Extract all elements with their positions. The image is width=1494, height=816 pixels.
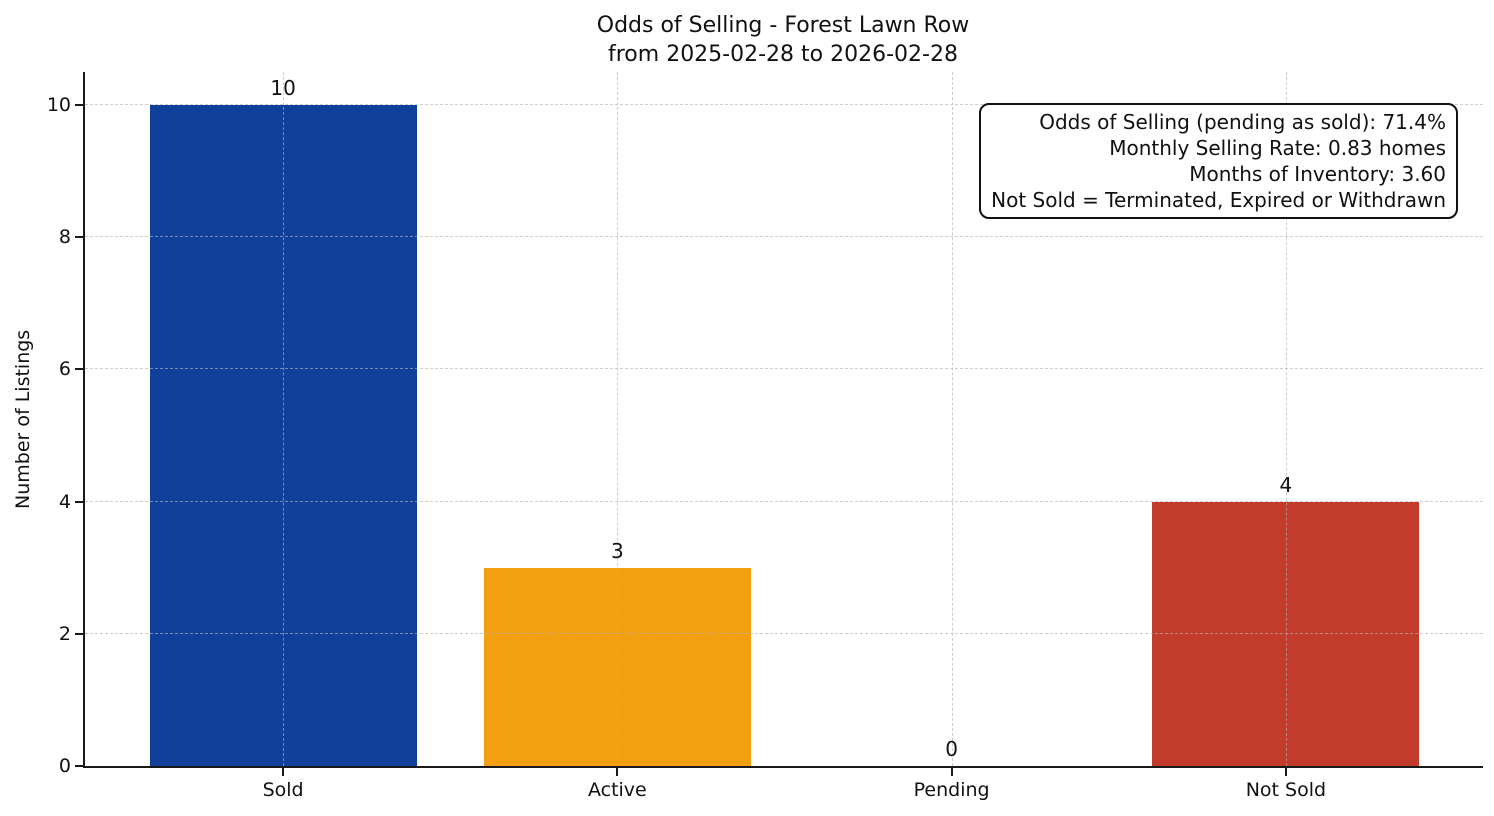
chart-subtitle: from 2025-02-28 to 2026-02-28 [608, 42, 958, 67]
x-tick-mark [616, 768, 619, 776]
y-tick-mark [75, 104, 83, 107]
bar-sold [149, 105, 417, 766]
y-axis-label: Number of Listings [12, 329, 34, 509]
y-tick-label: 0 [58, 755, 71, 777]
y-tick-label: 8 [58, 226, 71, 249]
annotation-line: Monthly Selling Rate: 0.83 homes [1109, 136, 1446, 160]
bar-value-label: 0 [945, 737, 958, 761]
y-tick-label: 10 [46, 94, 71, 117]
x-tick-mark [1284, 768, 1287, 776]
y-tick-mark [75, 765, 83, 767]
x-tick-mark [950, 768, 953, 776]
bar-value-label: 10 [270, 76, 296, 101]
bar-value-label: 3 [610, 538, 624, 563]
annotation-line: Months of Inventory: 3.60 [1189, 162, 1446, 186]
y-tick-label: 6 [58, 358, 71, 381]
y-tick-mark [75, 368, 83, 371]
y-tick-mark [75, 500, 83, 503]
y-tick-mark [75, 236, 83, 239]
x-tick-label: Pending [913, 779, 990, 801]
y-tick-label: 2 [58, 622, 71, 645]
annotation-box: Odds of Selling (pending as sold): 71.4%… [979, 103, 1458, 219]
annotation-line: Not Sold = Terminated, Expired or Withdr… [991, 188, 1446, 212]
bar-not-sold [1152, 501, 1420, 766]
x-tick-label: Not Sold [1245, 779, 1327, 801]
x-tick-label: Sold [262, 779, 304, 801]
bar-value-label: 4 [1279, 472, 1293, 497]
x-tick-mark [282, 768, 285, 776]
chart-title-block: Odds of Selling - Forest Lawn Row from 2… [84, 11, 1482, 69]
y-tick-label: 4 [58, 490, 71, 513]
annotation-line: Odds of Selling (pending as sold): 71.4% [1039, 110, 1446, 134]
y-tick-mark [75, 632, 83, 635]
bar-active [483, 567, 751, 766]
x-tick-label: Active [587, 779, 647, 801]
chart-title: Odds of Selling - Forest Lawn Row [596, 13, 970, 38]
